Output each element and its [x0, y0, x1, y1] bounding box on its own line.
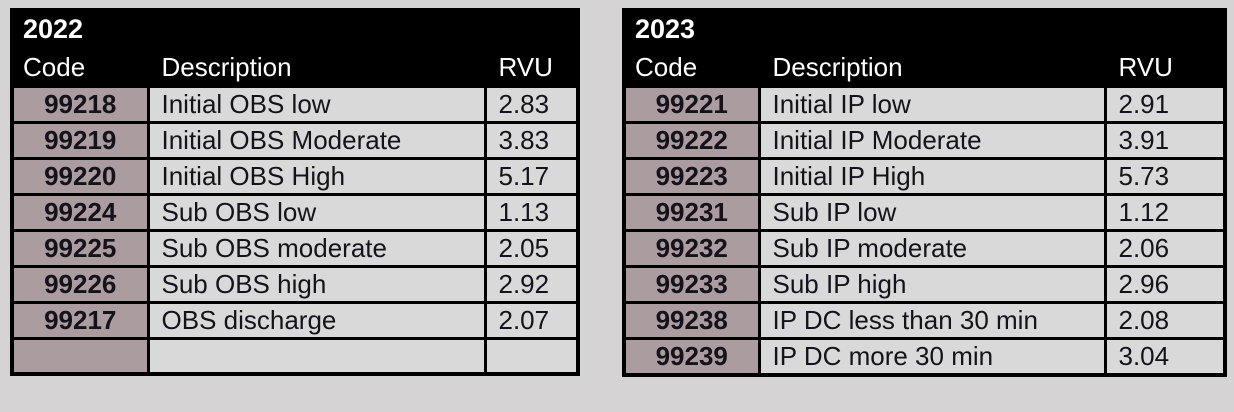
description-cell: Initial IP High: [757, 156, 1107, 196]
description-cell: OBS discharge: [146, 300, 487, 340]
column-header-description: Description: [757, 46, 1107, 88]
code-cell: 99233: [622, 264, 761, 304]
code-cell: 99220: [10, 156, 150, 196]
code-cell: 99219: [10, 120, 150, 160]
rvu-cell: 2.08: [1103, 300, 1227, 340]
description-cell: Sub OBS high: [146, 264, 487, 304]
code-cell: 99225: [10, 228, 150, 268]
rvu-cell: 1.13: [483, 192, 580, 232]
code-cell: 99232: [622, 228, 761, 268]
table-row: 99218 Initial OBS low 2.83: [10, 84, 580, 124]
description-cell: Sub OBS moderate: [146, 228, 487, 268]
table-row: 99221 Initial IP low 2.91: [622, 84, 1227, 124]
table-row: 99239 IP DC more 30 min 3.04: [622, 336, 1227, 376]
rvu-cell: 3.04: [1103, 336, 1227, 376]
code-cell: 99222: [622, 120, 761, 160]
description-cell: Initial OBS Moderate: [146, 120, 487, 160]
rvu-cell: 2.96: [1103, 264, 1227, 304]
rvu-cell: 2.83: [483, 84, 580, 124]
rvu-cell: 3.83: [483, 120, 580, 160]
rvu-cell: [483, 336, 580, 376]
code-cell: 99231: [622, 192, 761, 232]
description-cell: Initial IP low: [757, 84, 1107, 124]
table-row: 99219 Initial OBS Moderate 3.83: [10, 120, 580, 160]
table-row: [10, 336, 580, 376]
rvu-cell: 2.06: [1103, 228, 1227, 268]
column-header-code: Code: [10, 46, 150, 88]
column-header-rvu: RVU: [483, 46, 580, 88]
table-row: 99225 Sub OBS moderate 2.05: [10, 228, 580, 268]
rvu-cell: 2.05: [483, 228, 580, 268]
table-body-2022: 99218 Initial OBS low 2.83 99219 Initial OBS…: [10, 84, 580, 376]
table-row: 99231 Sub IP low 1.12: [622, 192, 1227, 232]
code-cell: 99218: [10, 84, 150, 124]
table-row: 99226 Sub OBS high 2.92: [10, 264, 580, 304]
table-row: 99232 Sub IP moderate 2.06: [622, 228, 1227, 268]
code-cell: 99223: [622, 156, 761, 196]
description-cell: Initial IP Moderate: [757, 120, 1107, 160]
code-cell: 99238: [622, 300, 761, 340]
rvu-cell: 3.91: [1103, 120, 1227, 160]
table-row: 99220 Initial OBS High 5.17: [10, 156, 580, 196]
table-title-2022: 2022: [10, 8, 580, 50]
table-body-2023: 99221 Initial IP low 2.91 99222 Initial IP M…: [622, 84, 1227, 376]
table-row: 99233 Sub IP high 2.96: [622, 264, 1227, 304]
rvu-cell: 2.91: [1103, 84, 1227, 124]
rvu-cell: 5.73: [1103, 156, 1227, 196]
code-cell: 99224: [10, 192, 150, 232]
rvu-table-2023: 2023 Code Description RVU 99221 Initial I…: [622, 8, 1228, 377]
description-cell: Initial OBS low: [146, 84, 487, 124]
description-cell: [146, 336, 487, 376]
description-cell: Sub IP moderate: [757, 228, 1107, 268]
code-cell: [10, 336, 150, 376]
rvu-cell: 1.12: [1103, 192, 1227, 232]
column-header-description: Description: [146, 46, 487, 88]
table-row: 99238 IP DC less than 30 min 2.08: [622, 300, 1227, 340]
code-cell: 99226: [10, 264, 150, 304]
description-cell: Sub IP high: [757, 264, 1107, 304]
table-row: 99224 Sub OBS low 1.13: [10, 192, 580, 232]
table-header-row: Code Description RVU: [622, 46, 1227, 88]
column-header-code: Code: [622, 46, 761, 88]
table-title-row: 2023: [622, 8, 1227, 50]
table-title-2023: 2023: [622, 8, 1227, 50]
description-cell: IP DC more 30 min: [757, 336, 1107, 376]
description-cell: IP DC less than 30 min: [757, 300, 1107, 340]
description-cell: Sub IP low: [757, 192, 1107, 232]
code-cell: 99221: [622, 84, 761, 124]
code-cell: 99239: [622, 336, 761, 376]
rvu-cell: 2.07: [483, 300, 580, 340]
rvu-cell: 2.92: [483, 264, 580, 304]
rvu-cell: 5.17: [483, 156, 580, 196]
description-cell: Initial OBS High: [146, 156, 487, 196]
code-cell: 99217: [10, 300, 150, 340]
table-title-row: 2022: [10, 8, 580, 50]
table-row: 99223 Initial IP High 5.73: [622, 156, 1227, 196]
column-header-rvu: RVU: [1103, 46, 1227, 88]
rvu-table-2022: 2022 Code Description RVU 99218 Initial O…: [10, 8, 581, 376]
table-row: 99222 Initial IP Moderate 3.91: [622, 120, 1227, 160]
table-row: 99217 OBS discharge 2.07: [10, 300, 580, 340]
description-cell: Sub OBS low: [146, 192, 487, 232]
table-header-row: Code Description RVU: [10, 46, 580, 88]
